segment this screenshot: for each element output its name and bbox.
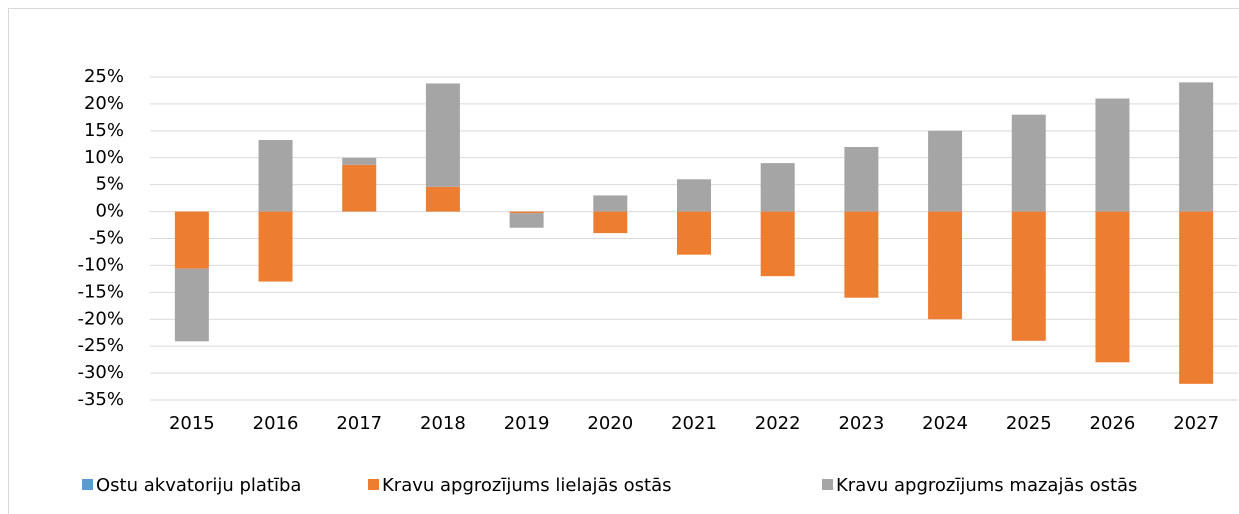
x-tick-label: 2015 [169, 413, 215, 434]
x-tick-label: 2019 [504, 413, 550, 434]
bar [509, 213, 544, 228]
bar [593, 195, 628, 212]
legend-label: Ostu akvatoriju platība [96, 475, 301, 496]
x-tick-label: 2027 [1173, 413, 1219, 434]
x-tick-label: 2024 [922, 413, 968, 434]
x-tick-label: 2021 [671, 413, 717, 434]
bar [1011, 211, 1046, 341]
y-tick-label: 20% [84, 93, 124, 114]
y-tick-label: -15% [77, 281, 124, 302]
y-tick-label: -20% [77, 308, 124, 329]
bar [425, 186, 460, 212]
bar [593, 211, 628, 234]
x-tick-label: 2020 [587, 413, 633, 434]
y-tick-label: -30% [77, 362, 124, 383]
bar [342, 164, 377, 212]
bar [258, 211, 293, 282]
legend-swatch [368, 479, 379, 490]
y-tick-label: 0% [95, 201, 124, 222]
legend-label: Kravu apgrozījums lielajās ostās [382, 475, 672, 496]
y-tick-label: 10% [84, 147, 124, 168]
y-tick-label: -25% [77, 335, 124, 356]
bar [1095, 211, 1130, 363]
x-tick-label: 2026 [1090, 413, 1136, 434]
bar [509, 211, 544, 214]
bar [1095, 98, 1130, 212]
y-tick-label: -5% [89, 228, 124, 249]
bar [342, 157, 377, 165]
y-tick-label: 5% [95, 174, 124, 195]
bar [760, 211, 795, 277]
bar [677, 179, 711, 212]
bar [174, 268, 209, 342]
y-tick-label: 15% [84, 120, 124, 141]
bar [258, 139, 293, 212]
bar [928, 211, 963, 320]
bar [760, 163, 795, 212]
y-tick-label: 25% [84, 66, 124, 87]
x-tick-label: 2025 [1006, 413, 1052, 434]
legend-swatch [822, 479, 833, 490]
bar [1179, 82, 1214, 212]
x-tick-label: 2023 [838, 413, 884, 434]
bar [1011, 114, 1046, 212]
bar [174, 211, 209, 269]
bar [1179, 211, 1214, 384]
y-tick-label: -10% [77, 254, 124, 275]
x-tick-label: 2018 [420, 413, 466, 434]
bar [844, 146, 879, 212]
legend-label: Kravu apgrozījums mazajās ostās [836, 475, 1137, 496]
x-tick-label: 2022 [755, 413, 801, 434]
chart-border [8, 8, 1239, 514]
bar [928, 130, 963, 212]
x-tick-label: 2016 [253, 413, 299, 434]
bar [677, 211, 711, 255]
bar [844, 211, 879, 298]
x-tick-label: 2017 [336, 413, 382, 434]
bar [425, 83, 460, 187]
y-tick-label: -35% [77, 389, 124, 410]
legend-swatch [82, 479, 93, 490]
